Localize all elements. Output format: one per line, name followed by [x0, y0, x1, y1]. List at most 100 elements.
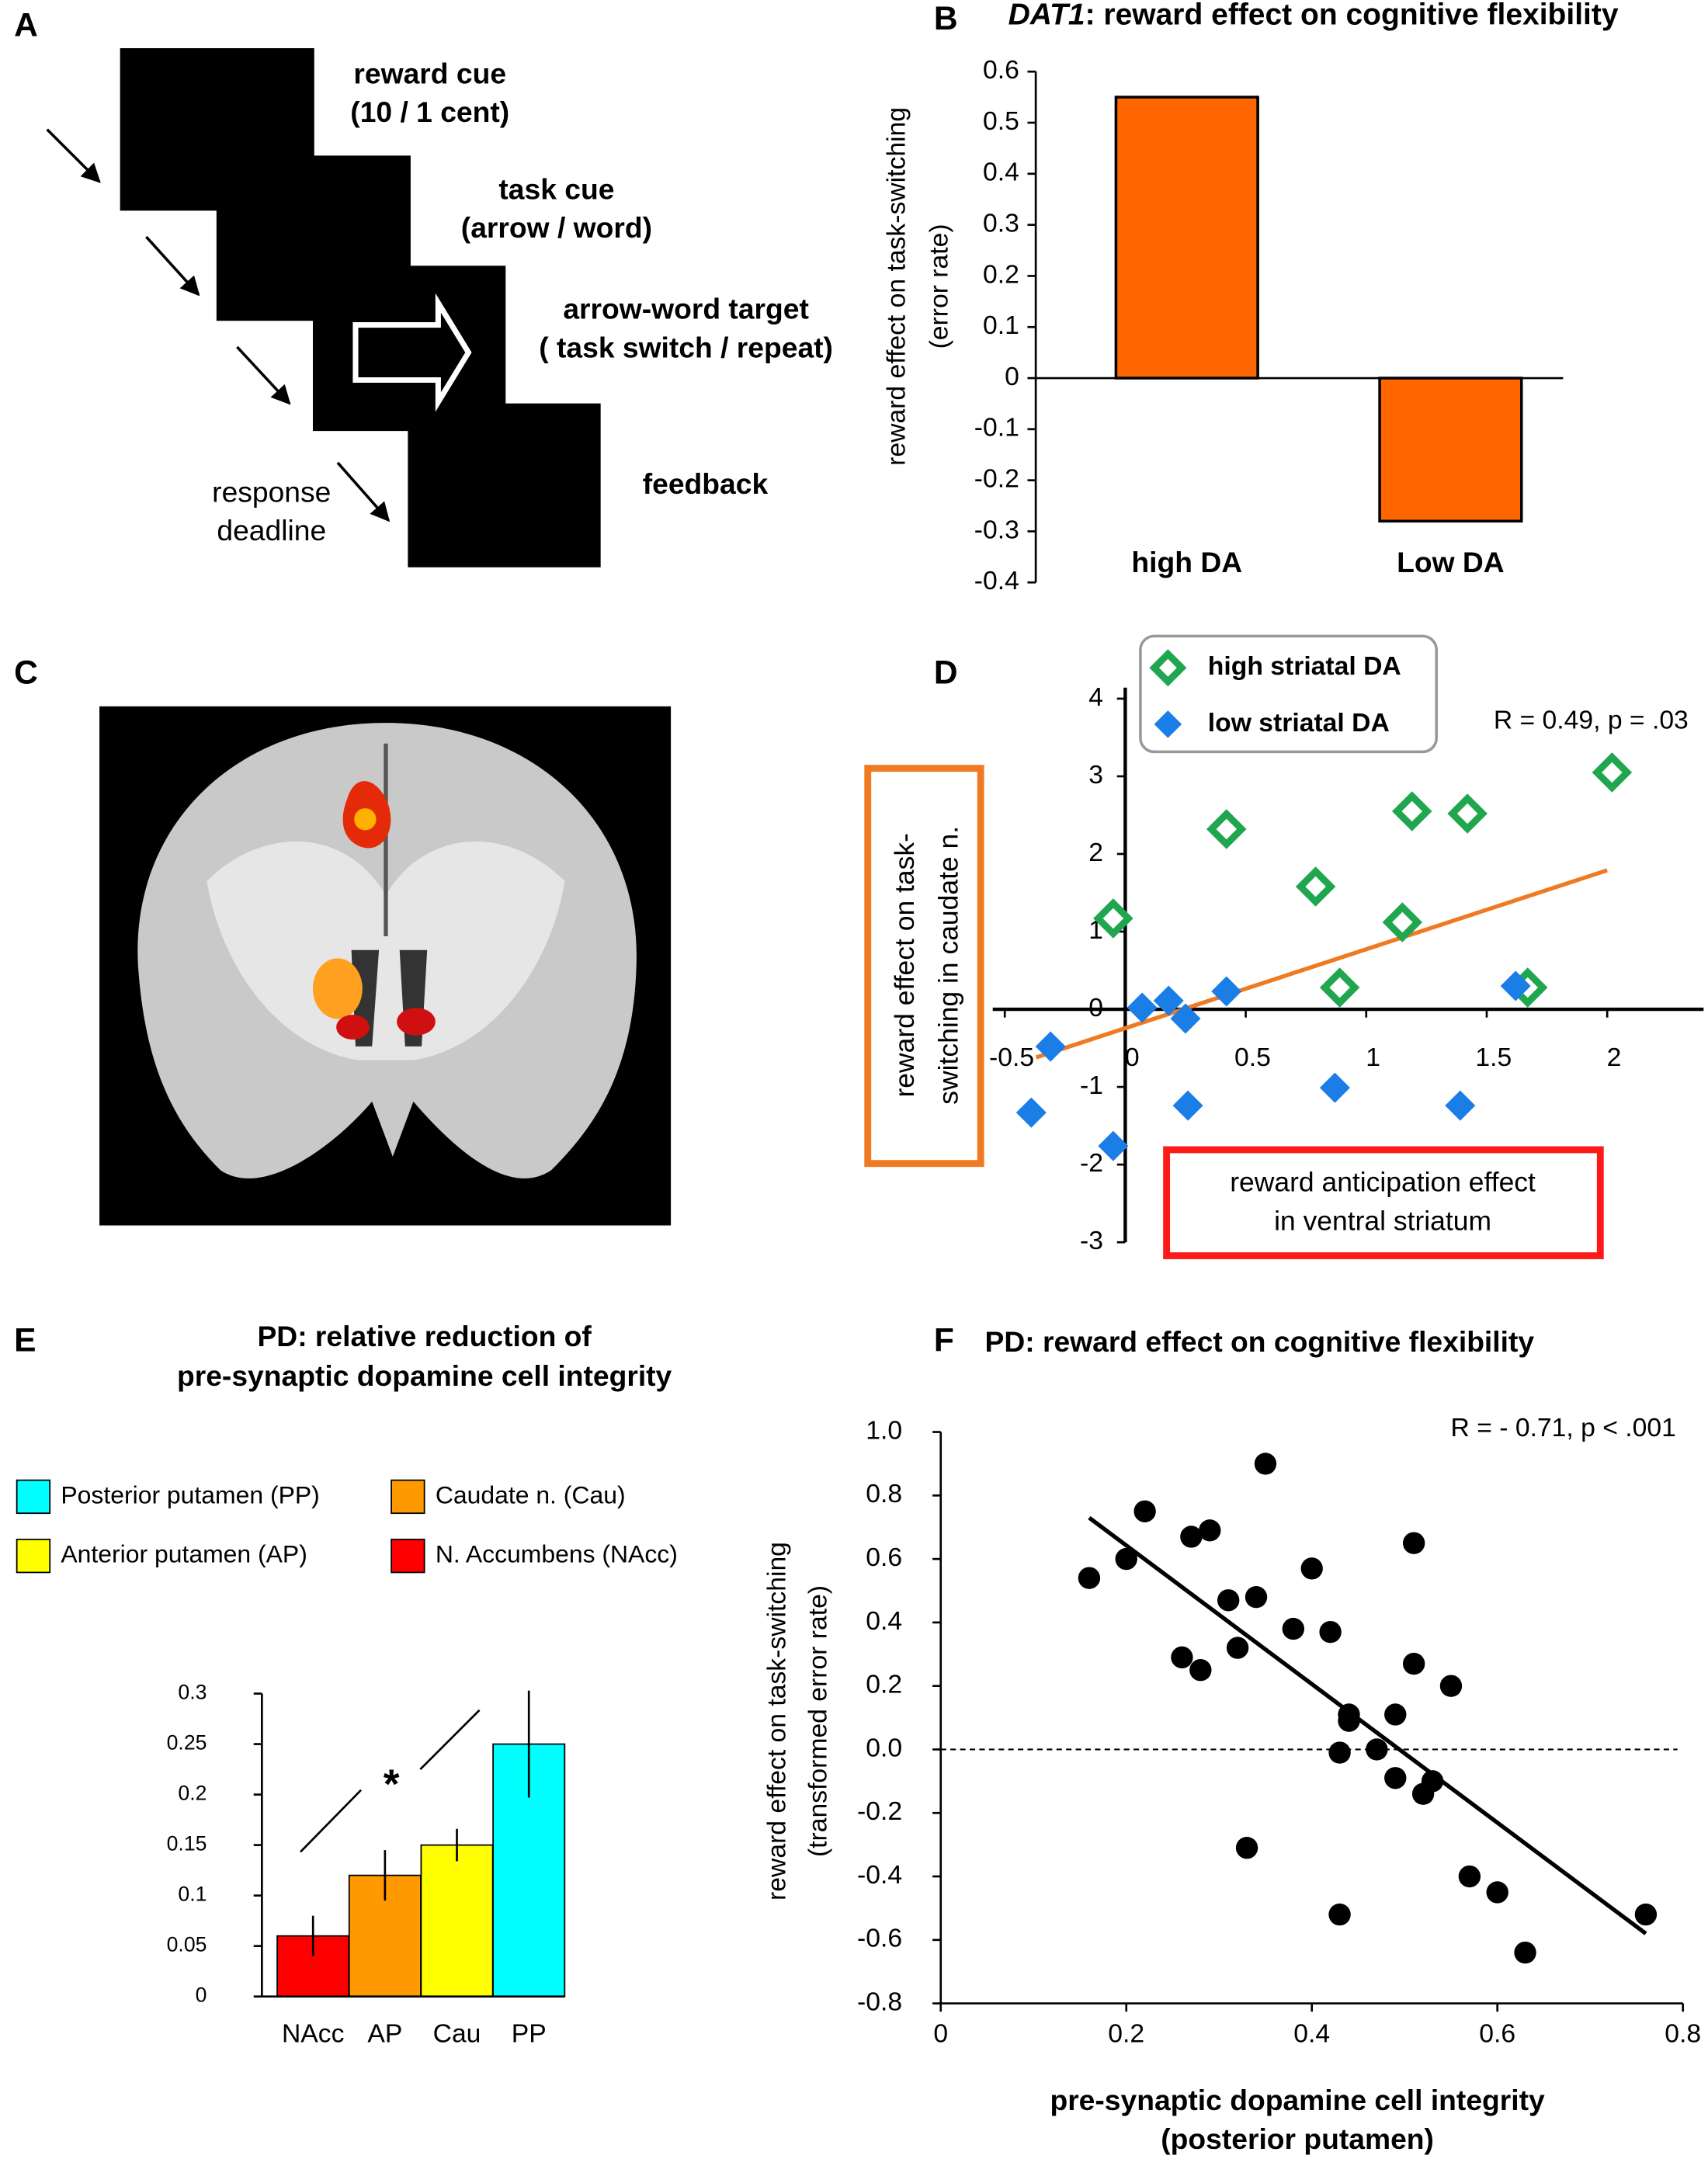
legend-marker	[1154, 710, 1182, 738]
x-axis-label: reward anticipation effect	[1230, 1167, 1536, 1198]
x-tick-label: 1.5	[1475, 1043, 1512, 1072]
point	[1015, 1097, 1047, 1128]
step-label: (10 / 1 cent)	[350, 95, 509, 128]
screen-text: 10 cent	[453, 484, 553, 516]
brain-image	[99, 706, 672, 1226]
y-tick-label: -2	[1080, 1149, 1103, 1178]
point	[1282, 1617, 1305, 1640]
point	[1171, 1646, 1193, 1669]
x-tick-label: 0.4	[1293, 2019, 1330, 2048]
y-tick-label: 0.6	[983, 56, 1019, 85]
point	[1235, 1837, 1258, 1859]
point	[1098, 1130, 1129, 1161]
legend-marker	[1149, 649, 1187, 687]
y-tick-label: -0.2	[974, 465, 1019, 494]
point	[1211, 976, 1242, 1007]
panel-label: F	[934, 1322, 954, 1359]
y-tick-label: 0.8	[866, 1480, 902, 1508]
significance-line	[419, 1709, 481, 1771]
point	[1245, 1585, 1268, 1609]
point	[1439, 1675, 1463, 1697]
y-axis-label: reward effect on task-switching	[883, 107, 911, 466]
legend-swatch	[391, 1479, 425, 1515]
x-axis-label: (posterior putamen)	[1161, 2123, 1434, 2155]
step-label: ( task switch / repeat)	[539, 331, 833, 363]
y-tick-label: 0.0	[866, 1734, 902, 1762]
point	[1382, 902, 1423, 942]
y-tick-label: 0.6	[866, 1543, 902, 1572]
point	[1458, 1865, 1481, 1888]
screen-text: correct!	[449, 448, 557, 481]
slice-caption: y = 18	[355, 1176, 436, 1209]
y-tick-label: -0.1	[974, 414, 1019, 443]
step-label: (arrow / word)	[461, 211, 652, 244]
y-tick-label: 0.5	[983, 107, 1019, 136]
y-tick-label: 0.1	[983, 311, 1019, 340]
legend-swatch	[391, 1538, 425, 1574]
point	[1035, 1031, 1066, 1062]
point	[1078, 1567, 1101, 1589]
y-tick-label: 3	[1088, 761, 1103, 790]
arrow	[236, 345, 291, 405]
x-tick-label: Cau	[433, 2019, 481, 2048]
y-tick-label: -0.8	[857, 1987, 902, 2016]
hemisphere-label: R	[632, 726, 652, 757]
x-axis-label: pre-synaptic dopamine cell integrity	[1050, 2084, 1545, 2116]
point	[1300, 1557, 1323, 1580]
screen-text: left	[380, 334, 423, 366]
activation	[312, 958, 363, 1019]
point	[1189, 1659, 1212, 1682]
point	[1328, 1903, 1351, 1926]
bar	[1114, 95, 1259, 380]
arrow-icon	[352, 293, 472, 412]
chart-title: PD: reward effect on cognitive flexibili…	[984, 1325, 1534, 1358]
x-tick-label: PP	[512, 2019, 547, 2048]
point	[1391, 791, 1432, 831]
fit-line	[1088, 1515, 1647, 1935]
panel-label: E	[14, 1322, 36, 1359]
point	[1447, 793, 1488, 834]
y-tick-label: 0	[1088, 994, 1103, 1022]
point	[1366, 1738, 1388, 1761]
side-label: response	[212, 476, 331, 509]
y-tick-label: 1.0	[866, 1416, 902, 1445]
x-tick-label: 0	[1125, 1043, 1140, 1072]
y-tick-label: -0.6	[857, 1925, 902, 1953]
y-tick-label: 0	[196, 1984, 207, 2007]
y-axis-label: reward effect on task-	[889, 833, 920, 1097]
x-tick-label: 2	[1607, 1043, 1622, 1072]
activation	[336, 1015, 370, 1040]
chart-title: PD: relative reduction of	[257, 1320, 592, 1352]
point	[1295, 866, 1336, 907]
point	[1634, 1903, 1658, 1926]
screen	[408, 403, 601, 568]
arrow	[46, 128, 101, 183]
point	[1592, 752, 1633, 793]
legend-label: high striatal DA	[1208, 652, 1401, 681]
screen-text: 10 cent	[167, 111, 266, 144]
legend-box	[1139, 634, 1439, 754]
x-tick-label: NAcc	[282, 2019, 345, 2048]
annotation: R = - 0.71, p < .001	[1451, 1414, 1676, 1442]
point	[1338, 1709, 1360, 1732]
legend-label: N. Accumbens (NAcc)	[436, 1540, 678, 1568]
y-tick-label: 0.25	[167, 1731, 207, 1755]
point	[1133, 1500, 1156, 1522]
y-tick-label: -3	[1080, 1227, 1103, 1255]
hemisphere-label: L	[124, 726, 141, 757]
x-tick-label: 0.8	[1665, 2019, 1701, 2048]
y-tick-label: -1	[1080, 1071, 1103, 1100]
significance-line	[300, 1789, 363, 1853]
y-tick-label: 0.4	[866, 1607, 902, 1636]
panel-a-graphics	[46, 48, 601, 568]
activation	[397, 1008, 436, 1036]
point	[1402, 1652, 1425, 1675]
x-tick-label: AP	[367, 2019, 402, 2048]
point	[1206, 809, 1247, 849]
x-label-box	[1163, 1146, 1604, 1259]
legend-label: low striatal DA	[1208, 709, 1390, 738]
y-tick-label: 0.2	[866, 1671, 902, 1699]
x-tick-label: 0.2	[1108, 2019, 1144, 2048]
y-axis-label: (error rate)	[925, 224, 954, 349]
